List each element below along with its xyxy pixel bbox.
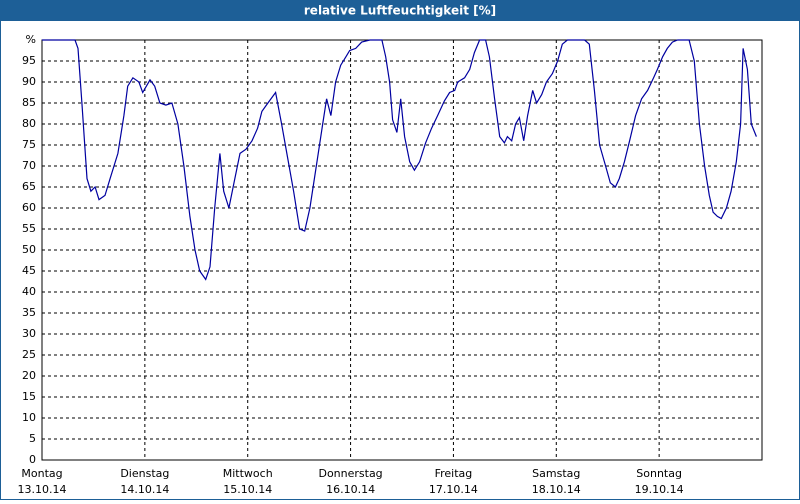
y-tick-label: 75 bbox=[22, 138, 36, 151]
x-tick-date: 15.10.14 bbox=[223, 483, 272, 496]
x-tick-date: 14.10.14 bbox=[120, 483, 169, 496]
x-tick-label: Sonntag bbox=[636, 467, 682, 480]
y-tick-label: 95 bbox=[22, 54, 36, 67]
y-tick-label: 0 bbox=[29, 453, 36, 466]
plot-border bbox=[41, 39, 763, 461]
y-tick-label: 70 bbox=[22, 159, 36, 172]
x-tick-date: 19.10.14 bbox=[635, 483, 684, 496]
x-tick-label: Mittwoch bbox=[223, 467, 273, 480]
x-tick-label: Donnerstag bbox=[318, 467, 382, 480]
y-tick-label: 40 bbox=[22, 285, 36, 298]
y-tick-label: 35 bbox=[22, 306, 36, 319]
x-tick-date: 16.10.14 bbox=[326, 483, 375, 496]
x-tick-label: Freitag bbox=[435, 467, 473, 480]
y-tick-label: 5 bbox=[29, 432, 36, 445]
x-tick-date: 17.10.14 bbox=[429, 483, 478, 496]
y-tick-label: 60 bbox=[22, 201, 36, 214]
y-tick-label: 25 bbox=[22, 348, 36, 361]
y-tick-label: 45 bbox=[22, 264, 36, 277]
y-tick-label: 30 bbox=[22, 327, 36, 340]
x-tick-date: 18.10.14 bbox=[532, 483, 581, 496]
x-tick-label: Montag bbox=[21, 467, 62, 480]
y-tick-label: 15 bbox=[22, 390, 36, 403]
y-tick-label: 55 bbox=[22, 222, 36, 235]
y-tick-label: 10 bbox=[22, 411, 36, 424]
x-tick-label: Samstag bbox=[532, 467, 580, 480]
x-tick-label: Dienstag bbox=[120, 467, 169, 480]
y-tick-label: 80 bbox=[22, 117, 36, 130]
x-tick-date: 13.10.14 bbox=[18, 483, 67, 496]
y-tick-label: 65 bbox=[22, 180, 36, 193]
y-tick-label: 50 bbox=[22, 243, 36, 256]
title-bar bbox=[0, 0, 800, 21]
y-tick-label: % bbox=[26, 33, 36, 46]
humidity-line bbox=[42, 39, 757, 281]
y-tick-label: 90 bbox=[22, 75, 36, 88]
y-tick-label: 20 bbox=[22, 369, 36, 382]
chart-title: relative Luftfeuchtigkeit [%] bbox=[304, 4, 496, 18]
y-tick-label: 85 bbox=[22, 96, 36, 109]
